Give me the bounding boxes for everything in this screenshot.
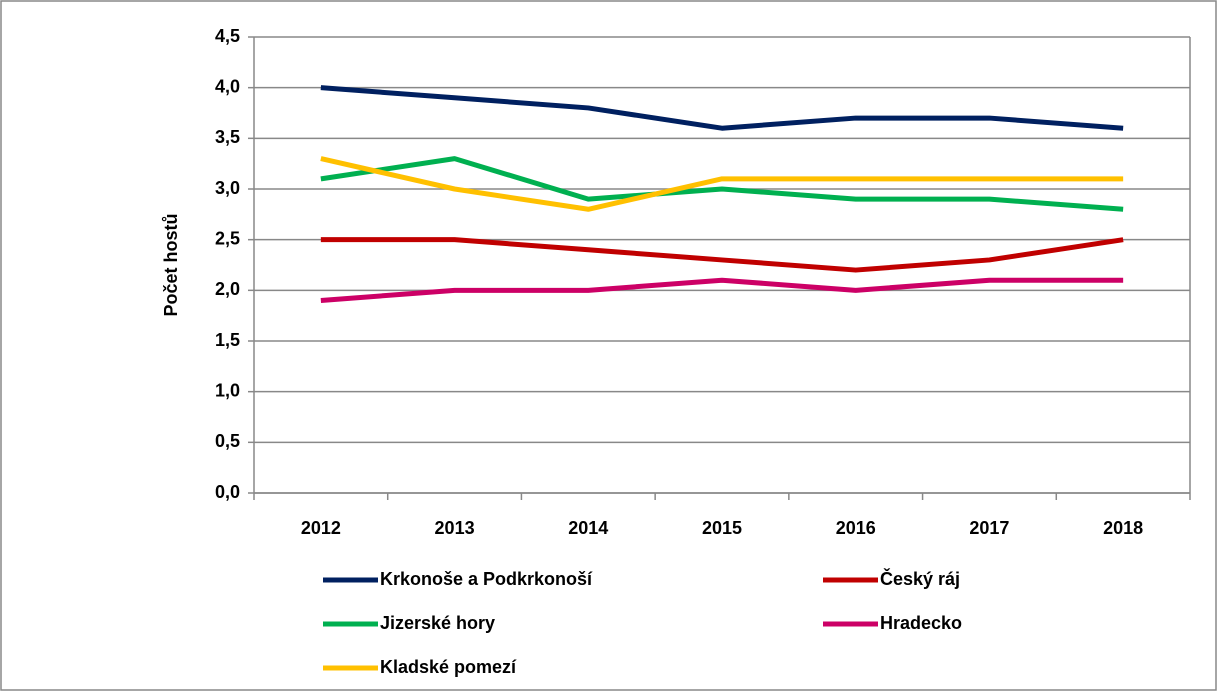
y-tick-label: 4,5 bbox=[215, 26, 240, 46]
legend-label: Krkonoše a Podkrkonoší bbox=[380, 569, 593, 589]
x-tick-label: 2017 bbox=[969, 518, 1009, 538]
y-tick-label: 2,0 bbox=[215, 279, 240, 299]
x-tick-label: 2014 bbox=[568, 518, 608, 538]
x-tick-label: 2013 bbox=[435, 518, 475, 538]
legend-label: Český ráj bbox=[880, 568, 960, 589]
y-tick-label: 2,5 bbox=[215, 228, 240, 248]
y-tick-label: 0,0 bbox=[215, 482, 240, 502]
y-tick-label: 1,0 bbox=[215, 380, 240, 400]
legend-label: Hradecko bbox=[880, 613, 962, 633]
x-tick-label: 2018 bbox=[1103, 518, 1143, 538]
x-tick-label: 2012 bbox=[301, 518, 341, 538]
y-tick-label: 1,5 bbox=[215, 330, 240, 350]
series-line bbox=[320, 277, 1124, 303]
y-tick-label: 4,0 bbox=[215, 76, 240, 96]
y-axis-label: Počet hostů bbox=[161, 213, 181, 316]
y-tick-label: 3,0 bbox=[215, 178, 240, 198]
y-tick-label: 3,5 bbox=[215, 127, 240, 147]
legend-label: Kladské pomezí bbox=[380, 657, 517, 677]
legend-label: Jizerské hory bbox=[380, 613, 495, 633]
x-tick-label: 2016 bbox=[836, 518, 876, 538]
series-line bbox=[320, 85, 1124, 131]
series-line bbox=[320, 156, 1124, 212]
y-tick-label: 0,5 bbox=[215, 431, 240, 451]
series-line bbox=[320, 156, 1124, 212]
x-tick-label: 2015 bbox=[702, 518, 742, 538]
series-line bbox=[320, 237, 1124, 273]
